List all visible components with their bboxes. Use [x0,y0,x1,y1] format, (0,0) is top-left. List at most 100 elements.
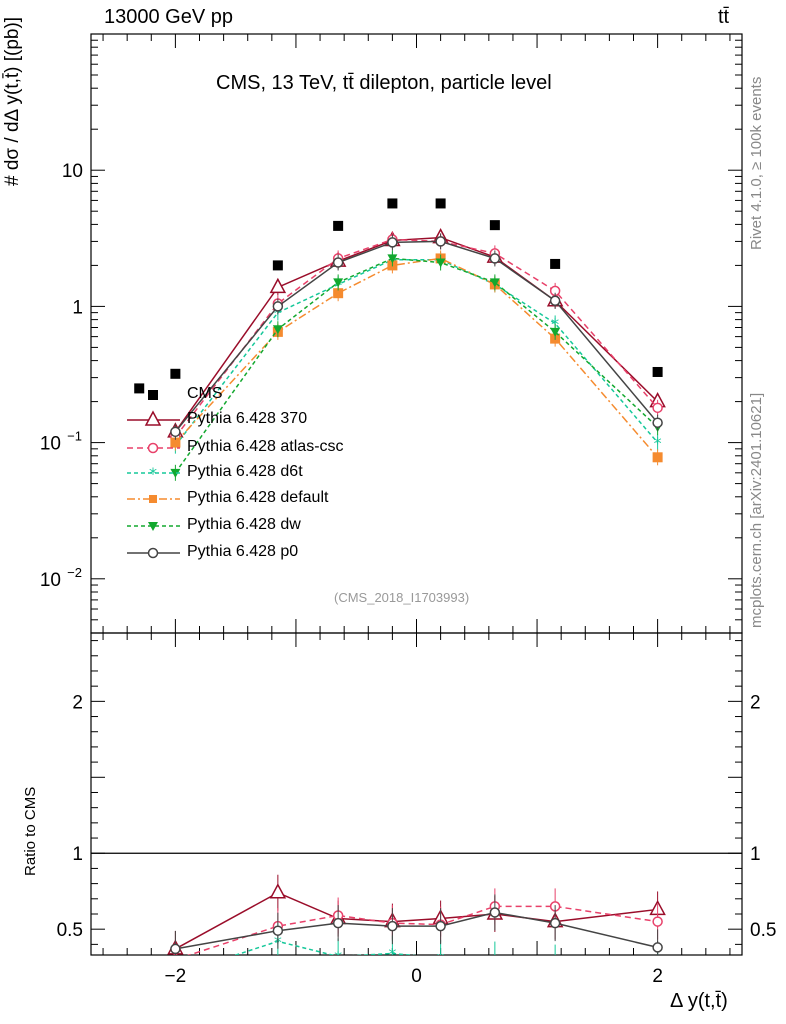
data-point [333,278,344,288]
x-tick-label: 2 [652,966,663,987]
legend-marker-d6t: * [127,464,180,483]
legend-label: CMS [187,385,223,402]
x-axis-label: Δ y(t,t̄) [670,990,728,1012]
legend-marker-370 [127,410,180,426]
data-point [272,325,283,335]
data-point [332,257,344,268]
data-point [489,278,500,288]
y-tick-label: 0.5 [57,920,83,941]
legend-marker-p0 [127,547,180,559]
data-point [272,301,284,312]
legend-item-default: Pythia 6.428 default [125,487,385,511]
data-point [333,288,344,299]
y-tick-label: 10 [40,434,61,455]
ratio-line-3 [175,911,658,950]
legend-label: Pythia 6.428 370 [187,410,308,427]
ratio-series-group: ******** [167,874,666,973]
data-point [435,198,446,209]
data-point [387,237,398,248]
legend-marker-cms [148,390,158,400]
data-point [170,437,181,448]
chart-title: CMS, 13 TeV, tt̄ dilepton, particle leve… [216,72,552,94]
data-point [269,277,287,294]
ratio-plot-frame [90,632,743,956]
header-energy: 13000 GeV pp [104,6,233,28]
data-point [435,258,446,268]
y-tick-exponent: −1 [67,429,82,444]
legend-label: Pythia 6.428 default [187,489,329,506]
ratio-point: * [388,944,396,963]
ratio-point: * [491,951,499,970]
x-tick-label: 0 [411,966,422,987]
y-tick-label: 10 [40,570,61,591]
data-point [489,253,501,264]
y-tick-label: 10 [62,161,83,182]
data-point [170,368,181,379]
main-y-axis-label: # dσ / dΔ y(t,t̄) [(pb)] [2,16,23,186]
series-line-4 [174,257,659,458]
series-line-5 [174,257,659,474]
x-tick-label: −2 [165,966,187,987]
legend-marker-dw [127,522,180,531]
data-point [550,327,561,337]
ratio-point [652,942,663,953]
analysis-watermark: (CMS_2018_I1703993) [334,590,470,605]
data-point [134,383,145,394]
ratio-point [332,917,344,929]
ratio-point: * [551,954,559,973]
data-point [170,426,181,438]
main-series-group: ******** [134,198,666,481]
data-point [549,295,561,307]
series-line-2 [174,238,659,438]
ratio-point [435,920,446,932]
y-tick-label: 1 [72,297,83,318]
ratio-point [272,925,284,936]
ratio-point: * [334,948,342,967]
legend-marker-default [127,495,180,503]
data-point [272,260,283,271]
header-process: tt̄ [718,6,730,28]
data-point [170,468,181,478]
data-point [489,220,500,231]
y-tick-label: 1 [72,844,83,865]
series-line-6 [174,240,659,433]
y-tick-label-right: 2 [750,692,761,713]
legend-item-d6t: * Pythia 6.428 d6t [125,461,385,485]
data-point [652,417,663,428]
data-point [435,236,446,247]
legend-marker-atlas-csc [127,442,180,454]
rivet-version-label: Rivet 4.1.0, ≥ 100k events [748,76,765,250]
ratio-point [652,916,663,927]
ratio-point [489,907,501,918]
ratio-point [549,917,561,929]
y-tick-label-right: 0.5 [750,920,776,941]
ratio-y-axis-label: Ratio to CMS [22,786,39,876]
ratio-point [269,883,287,899]
legend-item-cms: CMS [125,383,385,407]
legend-label: Pythia 6.428 p0 [187,543,299,560]
y-tick-label: 2 [72,692,83,713]
data-point [652,366,663,377]
legend-label: Pythia 6.428 dw [187,516,301,533]
legend-label: Pythia 6.428 d6t [187,463,303,480]
ratio-point [172,954,178,955]
y-tick-label-right: 1 [750,844,761,865]
ratio-point [170,943,181,955]
data-point [387,254,398,264]
data-point [333,220,344,231]
data-point: * [654,434,662,453]
ratio-line-0 [175,891,658,950]
svg-text:*: * [149,464,157,483]
data-point [652,402,663,414]
legend-item-p0: Pythia 6.428 p0 [125,541,385,565]
data-point [550,258,561,269]
mcplots-label: mcplots.cern.ch [arXiv:2401.10621] [748,392,765,628]
data-point [387,198,398,209]
legend-label: Pythia 6.428 atlas-csc [187,438,344,455]
legend-item-370: Pythia 6.428 370 [125,408,385,432]
legend-item-atlas-csc: Pythia 6.428 atlas-csc [125,436,385,460]
y-tick-exponent: −2 [67,565,82,580]
data-point [652,452,663,463]
